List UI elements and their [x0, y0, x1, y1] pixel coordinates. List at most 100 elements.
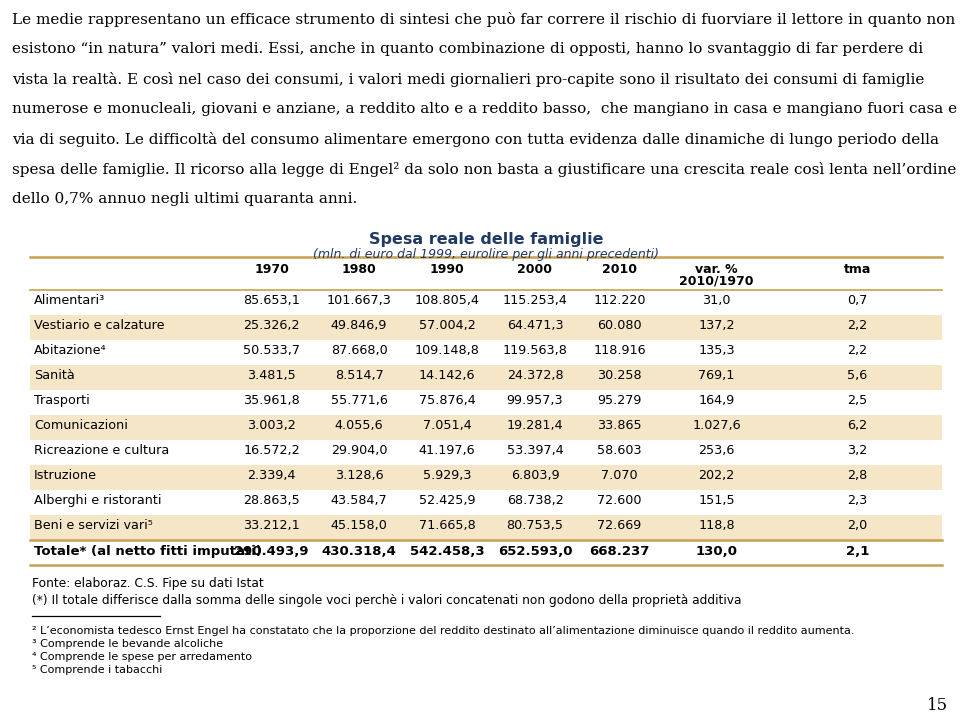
Text: 41.197,6: 41.197,6 — [419, 444, 475, 457]
Text: 30.258: 30.258 — [597, 369, 642, 382]
Text: 99.957,3: 99.957,3 — [507, 394, 564, 407]
Text: Beni e servizi vari⁵: Beni e servizi vari⁵ — [34, 519, 153, 532]
Text: 1.027,6: 1.027,6 — [692, 419, 741, 432]
Text: Vestiario e calzature: Vestiario e calzature — [34, 319, 164, 332]
Text: 19.281,4: 19.281,4 — [507, 419, 564, 432]
Text: 430.318,4: 430.318,4 — [322, 545, 396, 558]
Text: Fonte: elaboraz. C.S. Fipe su dati Istat: Fonte: elaboraz. C.S. Fipe su dati Istat — [32, 577, 264, 590]
Text: Spesa reale delle famiglie: Spesa reale delle famiglie — [369, 232, 603, 247]
Bar — [30, 415, 942, 440]
Text: 2000: 2000 — [517, 263, 553, 276]
Text: esistono “in natura” valori medi. Essi, anche in quanto combinazione di opposti,: esistono “in natura” valori medi. Essi, … — [12, 42, 924, 56]
Text: 2010/1970: 2010/1970 — [680, 275, 754, 288]
Text: 109.148,8: 109.148,8 — [415, 344, 479, 357]
Text: 112.220: 112.220 — [593, 294, 646, 307]
Text: Alimentari³: Alimentari³ — [34, 294, 106, 307]
Text: 3.481,5: 3.481,5 — [247, 369, 296, 382]
Text: 5.929,3: 5.929,3 — [422, 469, 471, 482]
Text: 202,2: 202,2 — [698, 469, 734, 482]
Text: 58.603: 58.603 — [597, 444, 642, 457]
Text: 33.212,1: 33.212,1 — [243, 519, 300, 532]
Text: via di seguito. Le difficoltà del consumo alimentare emergono con tutta evidenza: via di seguito. Le difficoltà del consum… — [12, 132, 939, 147]
Text: tma: tma — [844, 263, 871, 276]
Text: Alberghi e ristoranti: Alberghi e ristoranti — [34, 494, 161, 507]
Text: 2,2: 2,2 — [848, 319, 868, 332]
Text: 50.533,7: 50.533,7 — [243, 344, 300, 357]
Text: 2,0: 2,0 — [848, 519, 868, 532]
Text: 2010: 2010 — [602, 263, 637, 276]
Text: ² L’economista tedesco Ernst Engel ha constatato che la proporzione del reddito : ² L’economista tedesco Ernst Engel ha co… — [32, 626, 854, 636]
Text: spesa delle famiglie. Il ricorso alla legge di Engel² da solo non basta a giusti: spesa delle famiglie. Il ricorso alla le… — [12, 162, 956, 177]
Text: 87.668,0: 87.668,0 — [330, 344, 388, 357]
Text: 6,2: 6,2 — [848, 419, 868, 432]
Text: 253,6: 253,6 — [698, 444, 734, 457]
Text: 2,3: 2,3 — [848, 494, 868, 507]
Text: 31,0: 31,0 — [703, 294, 731, 307]
Text: var. %: var. % — [695, 263, 738, 276]
Text: 14.142,6: 14.142,6 — [419, 369, 475, 382]
Text: 3,2: 3,2 — [848, 444, 868, 457]
Text: 80.753,5: 80.753,5 — [507, 519, 564, 532]
Text: ⁵ Comprende i tabacchi: ⁵ Comprende i tabacchi — [32, 665, 162, 675]
Text: 7.070: 7.070 — [601, 469, 637, 482]
Text: Comunicazioni: Comunicazioni — [34, 419, 128, 432]
Bar — [30, 315, 942, 340]
Text: 769,1: 769,1 — [698, 369, 734, 382]
Text: 3.128,6: 3.128,6 — [335, 469, 383, 482]
Text: 35.961,8: 35.961,8 — [243, 394, 300, 407]
Text: 28.863,5: 28.863,5 — [243, 494, 300, 507]
Text: ³ Comprende le bevande alcoliche: ³ Comprende le bevande alcoliche — [32, 639, 223, 649]
Text: 2,2: 2,2 — [848, 344, 868, 357]
Text: 542.458,3: 542.458,3 — [410, 545, 484, 558]
Text: 85.653,1: 85.653,1 — [243, 294, 300, 307]
Text: 49.846,9: 49.846,9 — [331, 319, 387, 332]
Text: 119.563,8: 119.563,8 — [503, 344, 567, 357]
Text: 108.805,4: 108.805,4 — [415, 294, 479, 307]
Text: 290.493,9: 290.493,9 — [234, 545, 309, 558]
Text: 2,8: 2,8 — [848, 469, 868, 482]
Text: ⁴ Comprende le spese per arredamento: ⁴ Comprende le spese per arredamento — [32, 652, 252, 662]
Text: dello 0,7% annuo negli ultimi quaranta anni.: dello 0,7% annuo negli ultimi quaranta a… — [12, 192, 357, 206]
Text: 55.771,6: 55.771,6 — [330, 394, 388, 407]
Text: 151,5: 151,5 — [698, 494, 734, 507]
Text: (mln. di euro dal 1999, eurolire per gli anni precedenti): (mln. di euro dal 1999, eurolire per gli… — [313, 248, 659, 261]
Text: 2.339,4: 2.339,4 — [248, 469, 296, 482]
Text: 118.916: 118.916 — [593, 344, 646, 357]
Text: Istruzione: Istruzione — [34, 469, 97, 482]
Text: 52.425,9: 52.425,9 — [419, 494, 475, 507]
Text: 118,8: 118,8 — [698, 519, 734, 532]
Text: 0,7: 0,7 — [848, 294, 868, 307]
Text: 24.372,8: 24.372,8 — [507, 369, 564, 382]
Text: 29.904,0: 29.904,0 — [331, 444, 387, 457]
Text: 64.471,3: 64.471,3 — [507, 319, 564, 332]
Text: 3.003,2: 3.003,2 — [247, 419, 296, 432]
Text: 668.237: 668.237 — [589, 545, 650, 558]
Text: vista la realtà. E così nel caso dei consumi, i valori medi giornalieri pro-capi: vista la realtà. E così nel caso dei con… — [12, 72, 924, 87]
Text: Sanità: Sanità — [34, 369, 75, 382]
Bar — [30, 465, 942, 490]
Text: 45.158,0: 45.158,0 — [330, 519, 388, 532]
Text: 2,1: 2,1 — [846, 545, 869, 558]
Text: Ricreazione e cultura: Ricreazione e cultura — [34, 444, 169, 457]
Text: 16.572,2: 16.572,2 — [243, 444, 300, 457]
Text: 101.667,3: 101.667,3 — [326, 294, 392, 307]
Text: Trasporti: Trasporti — [34, 394, 89, 407]
Text: 5,6: 5,6 — [848, 369, 868, 382]
Bar — [30, 365, 942, 390]
Text: 95.279: 95.279 — [597, 394, 641, 407]
Bar — [30, 515, 942, 540]
Text: 1990: 1990 — [430, 263, 465, 276]
Text: 60.080: 60.080 — [597, 319, 642, 332]
Text: 1970: 1970 — [254, 263, 289, 276]
Text: 8.514,7: 8.514,7 — [335, 369, 383, 382]
Text: 43.584,7: 43.584,7 — [330, 494, 388, 507]
Text: 71.665,8: 71.665,8 — [419, 519, 475, 532]
Text: 4.055,6: 4.055,6 — [335, 419, 383, 432]
Text: Abitazione⁴: Abitazione⁴ — [34, 344, 107, 357]
Text: 164,9: 164,9 — [698, 394, 734, 407]
Text: 1980: 1980 — [342, 263, 376, 276]
Text: 137,2: 137,2 — [698, 319, 734, 332]
Text: (*) Il totale differisce dalla somma delle singole voci perchè i valori concaten: (*) Il totale differisce dalla somma del… — [32, 594, 741, 607]
Text: 57.004,2: 57.004,2 — [419, 319, 475, 332]
Text: 652.593,0: 652.593,0 — [497, 545, 572, 558]
